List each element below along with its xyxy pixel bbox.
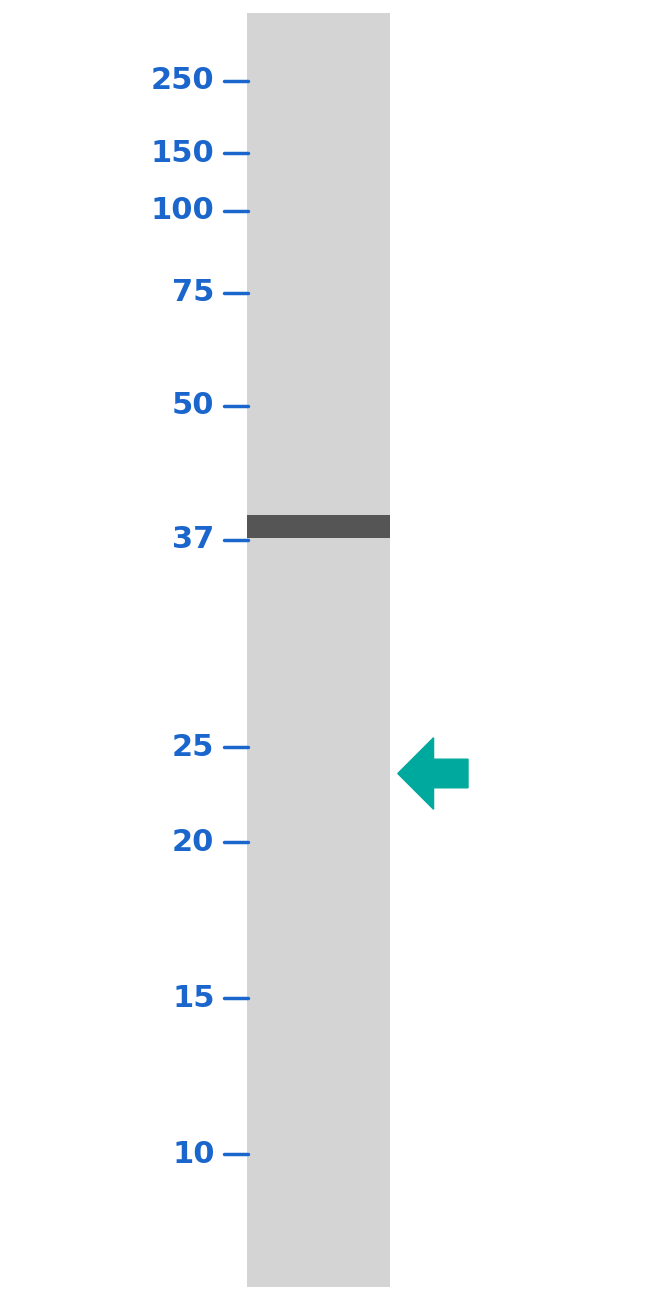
Bar xyxy=(247,13,390,1287)
Text: 25: 25 xyxy=(172,733,214,762)
Text: 100: 100 xyxy=(151,196,214,225)
Text: 10: 10 xyxy=(172,1140,214,1169)
Text: 50: 50 xyxy=(172,391,214,420)
Text: 150: 150 xyxy=(151,139,214,168)
FancyArrow shape xyxy=(398,737,468,809)
Text: 250: 250 xyxy=(151,66,214,95)
Text: 15: 15 xyxy=(172,984,214,1013)
Text: 75: 75 xyxy=(172,278,214,307)
Text: 37: 37 xyxy=(172,525,214,554)
Text: 20: 20 xyxy=(172,828,214,857)
Bar xyxy=(247,515,390,538)
